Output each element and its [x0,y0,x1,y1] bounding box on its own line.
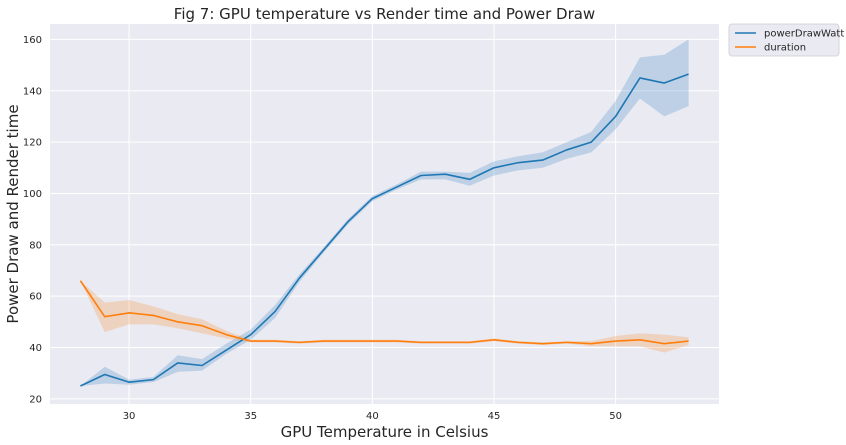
legend-label-duration: duration [764,43,806,54]
x-tick-label: 35 [244,411,257,422]
y-axis-title: Power Draw and Render time [4,104,22,323]
grid-lines [50,24,719,404]
x-tick-labels: 30 35 40 45 50 [123,411,622,422]
series-line-duration [79,280,689,345]
chart-title: Fig 7: GPU temperature vs Render time an… [174,5,595,23]
y-tick-label: 20 [29,394,42,405]
x-tick-label: 45 [488,411,501,422]
series-line-powerdrawwatt [80,73,689,387]
y-tick-labels: 20 40 60 80 100 120 140 160 [23,35,42,405]
y-tick-label: 60 [29,292,42,303]
y-tick-label: 120 [23,138,42,149]
ci-band-duration [80,280,689,353]
x-axis-title: GPU Temperature in Celsius [281,423,489,441]
x-tick-label: 30 [123,411,136,422]
confidence-bands [80,39,689,387]
x-tick-label: 50 [609,411,622,422]
y-tick-label: 100 [23,189,42,200]
legend-box [728,23,840,57]
x-tick-label: 40 [366,411,379,422]
series-lines [79,73,689,387]
y-tick-label: 140 [23,86,42,97]
plot-background [50,24,719,404]
legend-label-powerdrawwatt: powerDrawWatt [764,29,844,40]
y-tick-label: 80 [29,240,42,251]
y-tick-label: 40 [29,343,42,354]
y-tick-label: 160 [23,35,42,46]
legend: powerDrawWatt duration [728,23,844,57]
